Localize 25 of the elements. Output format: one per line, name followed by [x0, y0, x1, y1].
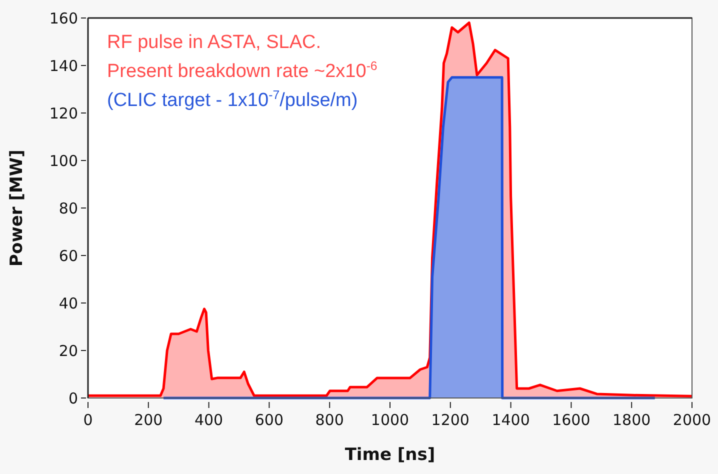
y-tick-label: 160 — [49, 9, 78, 28]
x-tick-label: 2000 — [672, 411, 712, 429]
x-tick-label: 800 — [315, 411, 344, 429]
x-tick-label: 400 — [194, 411, 224, 429]
x-tick-label: 0 — [83, 411, 93, 429]
x-tick-label: 1600 — [552, 411, 590, 429]
y-tick-label: 40 — [58, 294, 78, 312]
y-tick-label: 20 — [58, 342, 78, 360]
annotation: (CLIC target - 1x10$^{-7}$/pulse/m) — [107, 88, 358, 111]
y-tick-label: 0 — [68, 389, 78, 408]
x-tick-label: 600 — [254, 411, 284, 429]
y-tick-label: 60 — [58, 246, 78, 265]
annotation: Present breakdown rate ~2x10$^{-6}$ — [107, 59, 378, 82]
y-tick-label: 80 — [58, 199, 78, 218]
y-tick-label: 120 — [49, 104, 78, 122]
annotation: RF pulse in ASTA, SLAC. — [107, 32, 322, 53]
x-tick-label: 1200 — [431, 411, 470, 429]
y-axis-title: Power [MW] — [7, 150, 27, 266]
y-tick-label: 100 — [49, 152, 78, 170]
x-axis-title: Time [ns] — [344, 445, 436, 465]
x-tick-label: 1800 — [612, 411, 651, 429]
y-tick-label: 140 — [49, 56, 78, 75]
x-tick-label: 1400 — [492, 411, 530, 429]
x-tick-label: 1000 — [370, 411, 410, 429]
x-tick-label: 200 — [134, 411, 163, 429]
